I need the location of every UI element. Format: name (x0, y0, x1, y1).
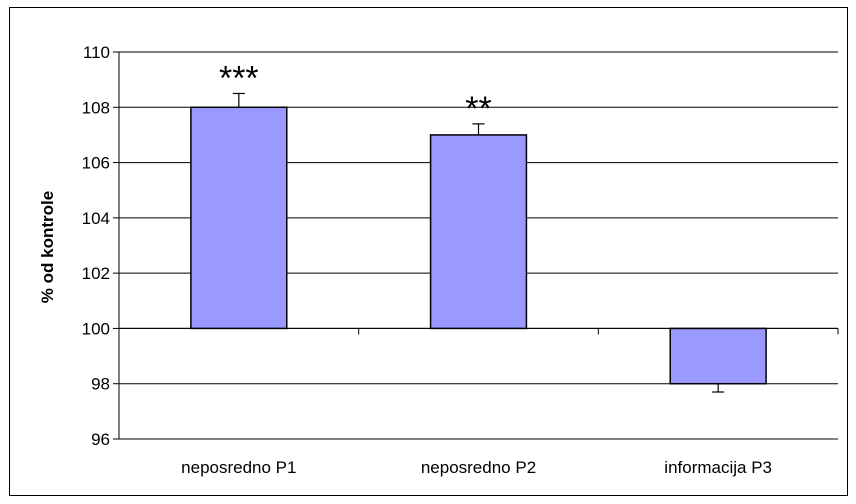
bar (429, 134, 528, 330)
x-category-label: informacija P3 (664, 458, 772, 477)
y-tick-label: 102 (82, 264, 110, 283)
y-tick-label: 110 (83, 43, 110, 62)
y-tick-label: 100 (82, 319, 110, 338)
y-axis-title: % od kontrole (38, 191, 57, 303)
bar (669, 327, 767, 385)
chart-frame (9, 7, 848, 496)
y-tick-label: 108 (82, 98, 110, 117)
x-category-label: neposredno P2 (421, 458, 536, 477)
significance-label: ** (465, 90, 491, 128)
x-axis: neposredno P1 neposredno P2 informacija P3 (118, 327, 839, 477)
y-axis: 96 98 100 102 104 106 108 110 (82, 43, 120, 449)
significance-label: *** (219, 59, 259, 97)
bar (190, 106, 288, 330)
y-tick-label: 98 (91, 375, 110, 394)
x-category-label: neposredno P1 (181, 458, 296, 477)
y-tick-label: 106 (82, 154, 110, 173)
y-tick-label: 96 (91, 430, 110, 449)
bars: ***** (190, 59, 767, 393)
y-tick-label: 104 (82, 209, 110, 228)
